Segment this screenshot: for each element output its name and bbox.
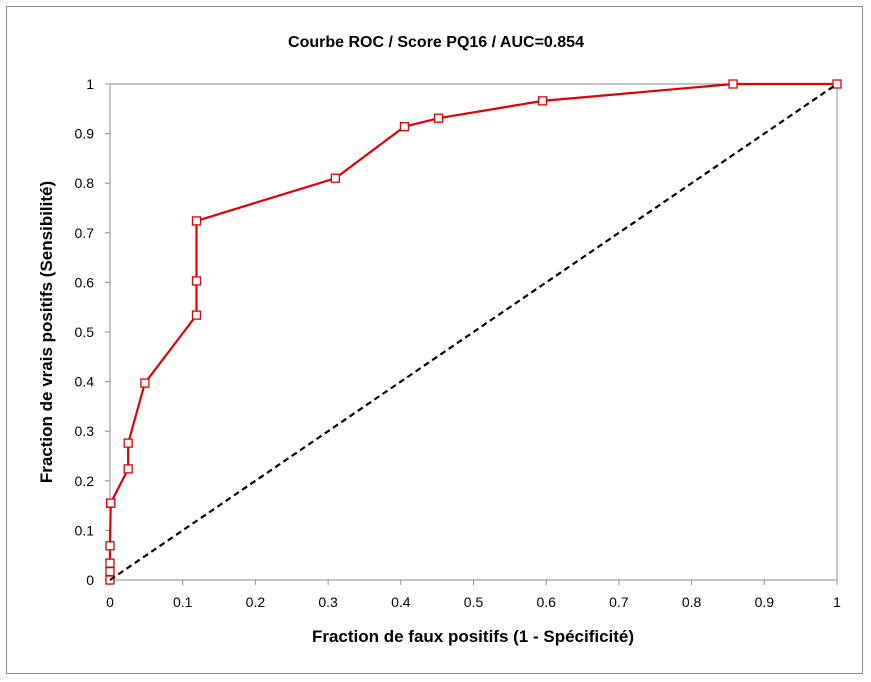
y-tick-label: 0.2 [75,473,95,489]
y-tick-label: 0.4 [75,374,95,390]
x-tick-label: 0.5 [464,594,484,610]
x-tick-label: 0.2 [246,594,266,610]
y-tick-label: 0 [86,572,94,588]
x-tick-label: 0.6 [536,594,556,610]
roc-point-marker [191,276,202,286]
x-tick-label: 0.8 [682,594,702,610]
x-tick-label: 0.9 [755,594,775,610]
y-tick-label: 0.5 [75,324,95,340]
series-layer [105,79,842,585]
roc-point-marker [105,558,115,568]
y-tick-label: 1 [86,76,94,92]
y-axis-label: Fraction de vrais positifs (Sensibilité) [37,181,56,483]
x-tick-label: 0.7 [609,594,629,610]
roc-point-marker [399,122,410,132]
roc-point-marker [330,173,341,183]
roc-point-marker [191,216,202,226]
x-axis-ticks: 0 0.1 0.2 0.3 0.4 0.5 0.6 0.7 0.8 0.9 1 [106,580,841,610]
x-tick-label: 0 [106,594,114,610]
roc-point-marker [191,310,202,320]
roc-point-marker [105,541,115,551]
x-tick-label: 0.1 [173,594,193,610]
y-tick-label: 0.6 [75,274,95,290]
roc-point-marker [537,96,548,106]
y-tick-label: 0.1 [75,522,95,538]
y-axis-ticks: 0 0.1 0.2 0.3 0.4 0.5 0.6 0.7 0.8 0.9 1 [75,76,110,588]
x-axis-label: Fraction de faux positifs (1 - Spécifici… [312,627,634,646]
roc-point-marker [105,566,115,577]
chart-title: Courbe ROC / Score PQ16 / AUC=0.854 [288,34,584,51]
roc-point-marker [728,79,738,89]
y-tick-label: 0.8 [75,175,95,191]
roc-point-marker [140,378,150,388]
reference-diagonal-line [109,83,838,581]
roc-point-marker [106,498,116,508]
roc-point-marker [123,438,133,448]
y-tick-label: 0.7 [75,225,95,241]
x-tick-label: 0.3 [318,594,338,610]
x-tick-label: 1 [833,594,841,610]
roc-point-marker [433,113,444,123]
y-tick-label: 0.9 [75,126,95,142]
y-tick-label: 0.3 [75,423,95,439]
roc-point-marker [832,79,842,89]
x-tick-label: 0.4 [391,594,411,610]
roc-point-marker [123,464,133,474]
